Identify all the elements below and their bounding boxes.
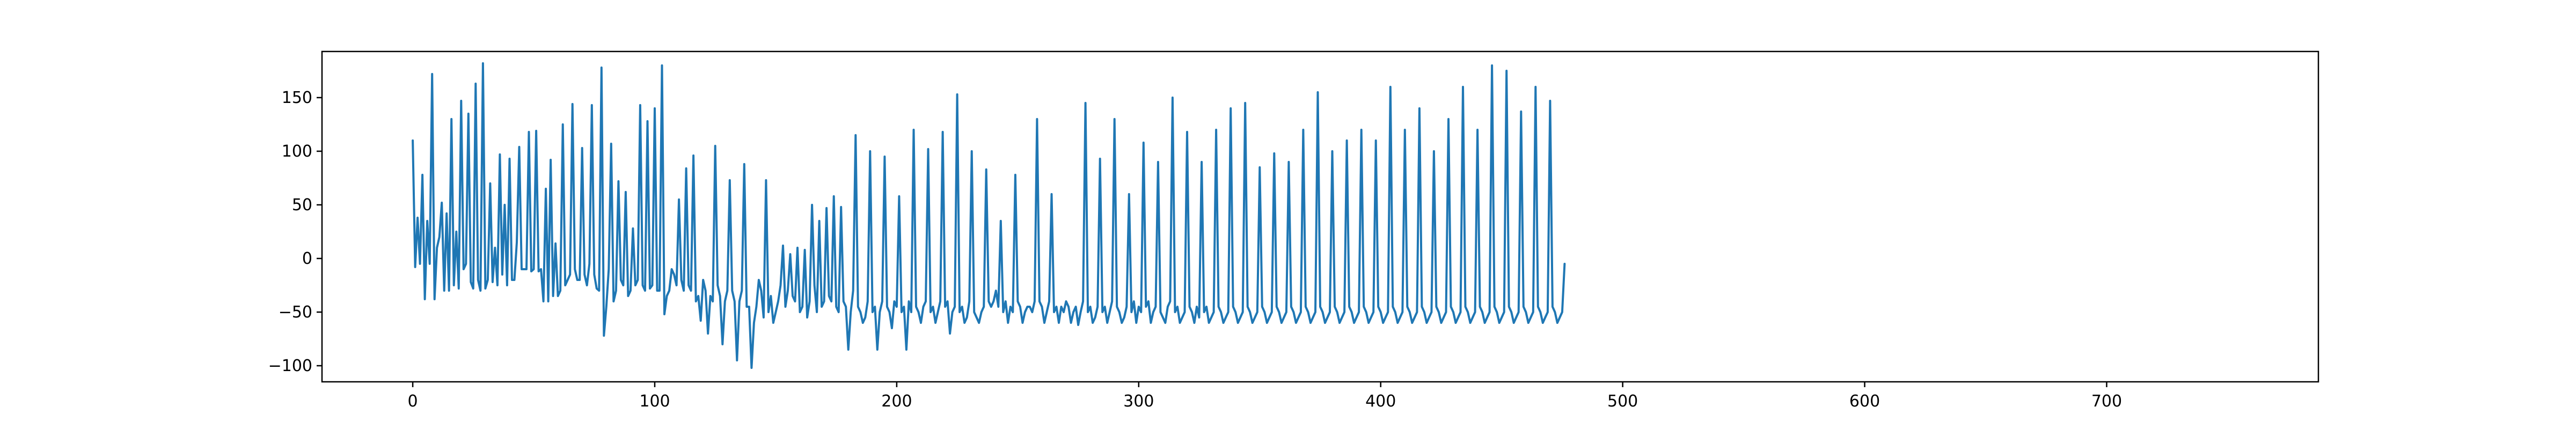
x-tick-label: 500 [1607,392,1638,411]
y-tick-label: 100 [282,142,312,161]
plot-area [412,62,1566,369]
y-tick-label: 150 [282,88,312,107]
x-axis: 0 100 200 300 400 500 600 700 [408,382,2122,411]
series-line-1 [412,62,1566,369]
y-tick-label: −100 [268,357,312,375]
x-tick-label: 0 [408,392,418,411]
y-tick-label: −50 [279,303,312,322]
x-tick-label: 200 [881,392,912,411]
x-tick-label: 400 [1365,392,1396,411]
x-tick-label: 600 [1849,392,1880,411]
x-tick-label: 700 [2091,392,2122,411]
x-tick-label: 100 [639,392,670,411]
y-axis: −100 −50 0 50 100 150 [268,88,322,375]
y-tick-label: 0 [302,249,312,268]
y-tick-label: 50 [292,196,312,214]
x-tick-label: 300 [1123,392,1154,411]
axes-frame [321,50,2319,383]
